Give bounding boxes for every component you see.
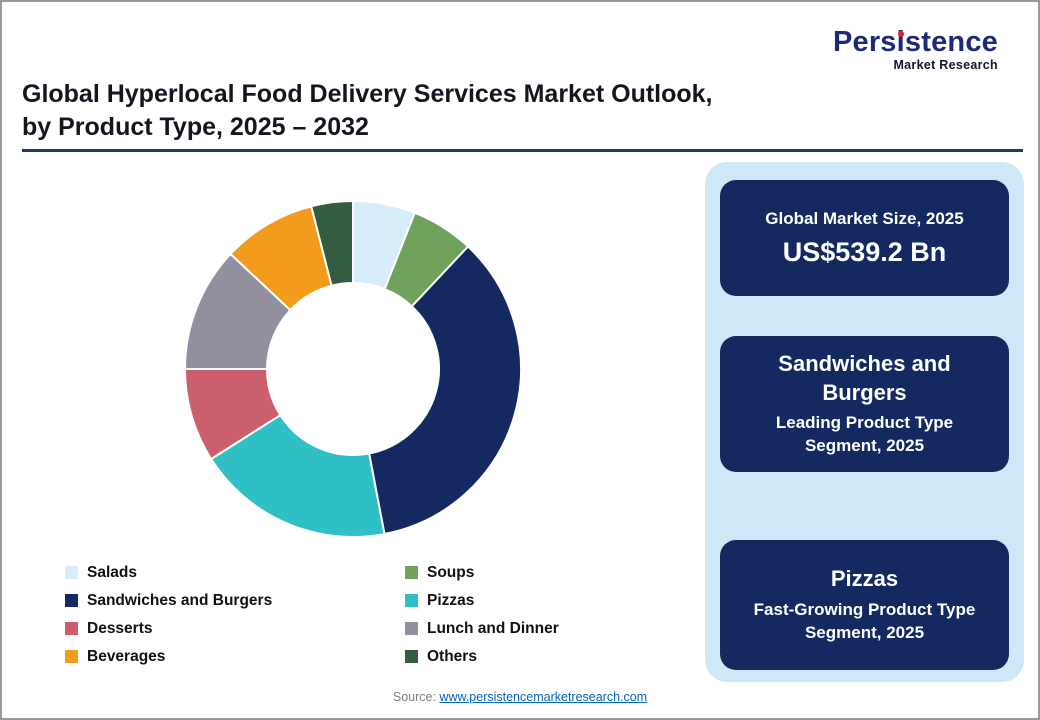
legend-label: Sandwiches and Burgers <box>87 591 273 609</box>
legend-label: Soups <box>427 563 475 581</box>
page-title-line2: by Product Type, 2025 – 2032 <box>22 112 369 141</box>
leading-segment-card-subtitle: Leading Product Type Segment, 2025 <box>775 413 954 456</box>
legend-swatch <box>65 650 78 663</box>
logo-red-dot-i: i <box>896 26 905 58</box>
leading-segment-card-title: Sandwiches and Burgers <box>778 351 951 405</box>
legend-label: Beverages <box>87 647 166 665</box>
donut-segment-others <box>310 200 354 287</box>
page-title-line1: Global Hyperlocal Food Delivery Services… <box>22 80 713 108</box>
legend-label: Lunch and Dinner <box>427 619 559 637</box>
legend-item: Soups <box>405 562 705 583</box>
source-link[interactable]: www.persistencemarketresearch.com <box>439 690 648 704</box>
logo-text-part1: Pers <box>832 26 897 58</box>
legend-swatch <box>65 566 78 579</box>
page-title: Global Hyperlocal Food Delivery Services… <box>22 78 713 143</box>
title-divider <box>22 149 1023 152</box>
fast-growing-segment-card-title: Pizzas <box>830 566 899 592</box>
fast-growing-segment-card: Pizzas Fast-Growing Product Type Segment… <box>720 540 1009 671</box>
fast-growing-segment-card-subtitle: Fast-Growing Product Type Segment, 2025 <box>753 599 976 642</box>
source-label: Source: <box>392 690 440 704</box>
market-size-card-value: US$539.2 Bn <box>782 236 947 267</box>
legend-swatch <box>405 566 418 579</box>
legend-item: Beverages <box>65 646 405 667</box>
highlights-panel: Global Market Size, 2025 US$539.2 Bn San… <box>705 162 1024 682</box>
legend-item: Salads <box>65 562 405 583</box>
brand-logo: Persistence Market Research <box>833 28 998 73</box>
legend-label: Others <box>427 647 477 665</box>
legend-swatch <box>405 650 418 663</box>
donut-chart <box>184 200 522 538</box>
legend-swatch <box>65 622 78 635</box>
legend-label: Pizzas <box>427 591 475 609</box>
donut-segment-sandwiches-and-burgers <box>368 245 522 536</box>
legend-label: Salads <box>87 563 137 581</box>
source-line: Source: www.persistencemarketresearch.co… <box>2 690 1038 704</box>
legend-item: Desserts <box>65 618 405 639</box>
legend: Salads Soups Sandwiches and Burgers Pizzas D… <box>65 562 705 667</box>
market-size-card-title: Global Market Size, 2025 <box>765 209 964 229</box>
donut-segment-pizzas <box>210 414 386 538</box>
legend-label: Desserts <box>87 619 153 637</box>
legend-item: Others <box>405 646 705 667</box>
leading-segment-card: Sandwiches and Burgers Leading Product T… <box>720 336 1009 473</box>
market-size-card: Global Market Size, 2025 US$539.2 Bn <box>720 180 1009 296</box>
logo-text-part3: stence <box>904 26 998 58</box>
legend-swatch <box>65 594 78 607</box>
brand-logo-wordmark: Persistence <box>833 28 998 57</box>
legend-swatch <box>405 622 418 635</box>
legend-item: Sandwiches and Burgers <box>65 590 405 611</box>
legend-swatch <box>405 594 418 607</box>
legend-item: Pizzas <box>405 590 705 611</box>
legend-item: Lunch and Dinner <box>405 618 705 639</box>
brand-logo-subtitle: Market Research <box>893 58 998 72</box>
